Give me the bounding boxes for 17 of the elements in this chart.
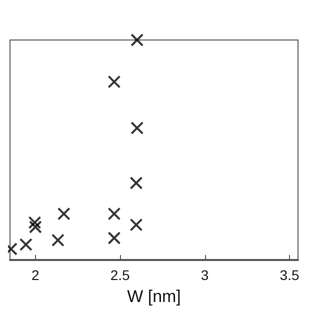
point	[51, 234, 64, 247]
point	[130, 34, 144, 46]
point	[28, 220, 42, 234]
point	[108, 75, 121, 88]
point	[130, 218, 143, 232]
x-axis-title: W [nm]	[127, 287, 181, 306]
point	[57, 207, 70, 220]
point	[108, 232, 121, 244]
point	[130, 122, 144, 134]
x-tick-label: 3	[200, 267, 209, 283]
x-tick-label: 3.5	[280, 267, 300, 283]
point	[108, 207, 121, 220]
point	[19, 238, 32, 252]
x-tick-label: 2.5	[110, 267, 130, 283]
point	[130, 176, 143, 190]
x-tick-label: 2	[32, 267, 40, 283]
point	[28, 216, 42, 230]
